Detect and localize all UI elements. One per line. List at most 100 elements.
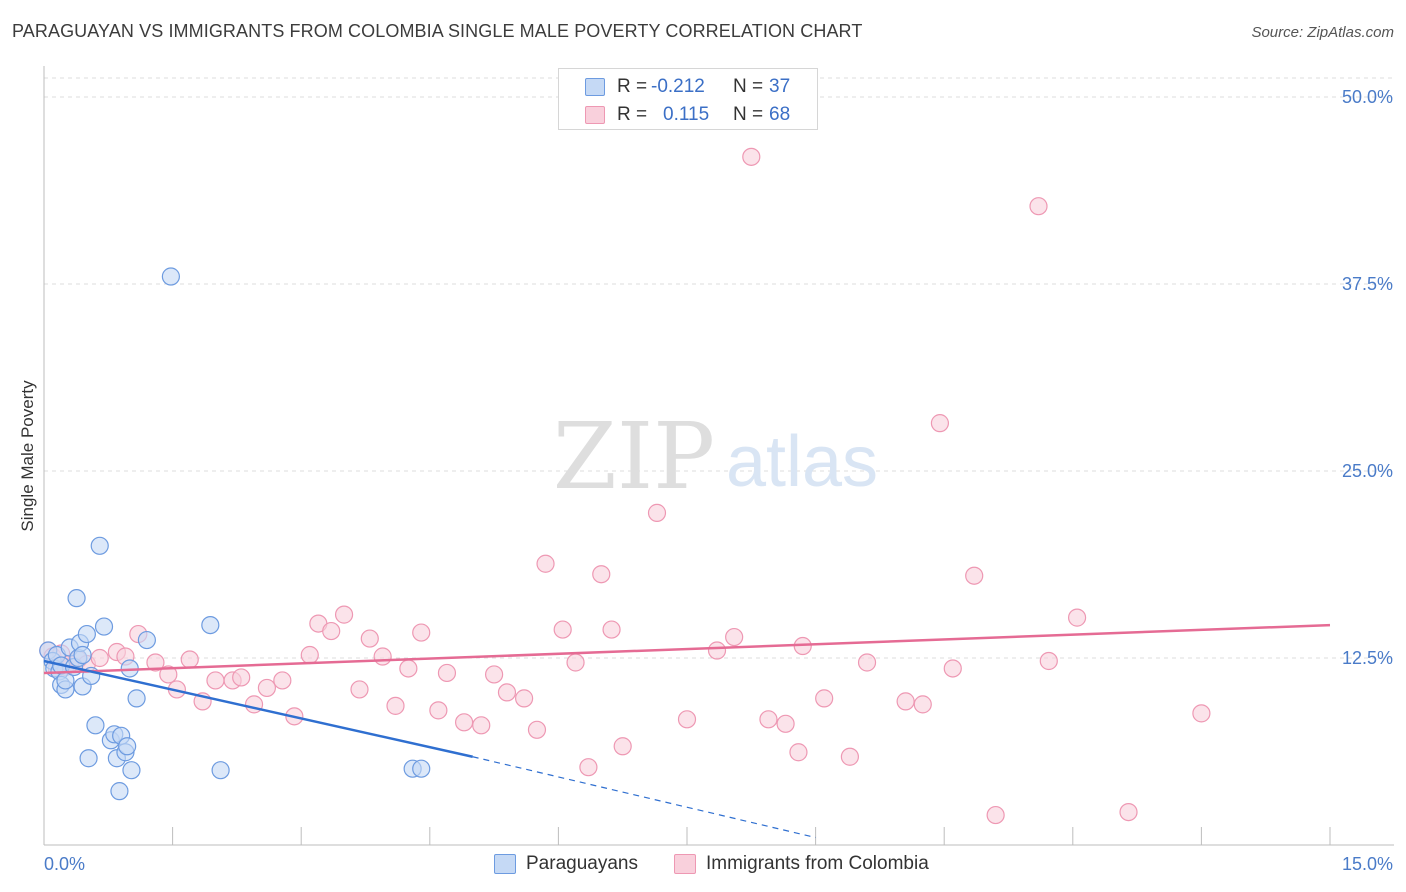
colombia-point: [300, 645, 319, 665]
y-tick-label: 12.5%: [1342, 648, 1393, 668]
paraguayans-point: [110, 782, 129, 801]
n-value: 37: [769, 76, 791, 97]
colombia-point: [913, 695, 932, 714]
colombia-point: [454, 713, 474, 732]
paraguayans-point: [86, 716, 105, 735]
colombia-swatch: [585, 106, 605, 124]
colombia-point: [180, 650, 199, 669]
tick-labels: 12.5% 25.0% 37.5% 50.0% 0.0% 15.0%: [44, 87, 1393, 874]
colombia-point: [497, 683, 517, 702]
stats-legend: R = -0.212 N = 37 R = 0.115 N = 68: [558, 68, 818, 130]
trend-lines: [43, 623, 1331, 839]
colombia-point: [322, 621, 341, 641]
colombia-point: [613, 737, 632, 756]
colombia-legend-swatch: [674, 854, 696, 874]
colombia-point: [527, 720, 547, 739]
colombia-point: [399, 659, 418, 678]
colombia-point: [857, 653, 877, 672]
colombia-point: [986, 805, 1005, 825]
colombia-point: [273, 671, 292, 690]
colombia-point: [930, 414, 950, 433]
r-label: R =: [617, 104, 648, 125]
colombia-point: [232, 668, 251, 687]
paraguayans-point: [77, 624, 96, 644]
axes: [43, 66, 1394, 846]
colombia-point: [90, 648, 109, 668]
series-paraguayans-points: [39, 267, 431, 801]
colombia-point: [1119, 802, 1138, 822]
n-label: N =: [733, 76, 764, 97]
paraguayans-point: [90, 536, 109, 555]
chart-title: PARAGUAYAN VS IMMIGRANTS FROM COLOMBIA S…: [12, 21, 863, 41]
paraguayans-point: [67, 589, 86, 608]
stats-row-paraguayans: R = -0.212 N = 37: [559, 73, 817, 101]
paraguayans-point: [94, 617, 114, 636]
paraguayans-point: [161, 267, 180, 286]
paraguayans-point: [201, 615, 220, 635]
colombia-point: [159, 665, 178, 684]
colombia-point: [647, 503, 667, 522]
colombia-point: [386, 696, 405, 715]
colombia-point: [759, 710, 778, 729]
colombia-point: [579, 758, 598, 777]
colombia-point: [840, 747, 859, 766]
colombia-point: [412, 623, 431, 642]
r-label: R =: [617, 76, 648, 97]
y-tick-label: 37.5%: [1342, 274, 1393, 294]
colombia-point: [566, 653, 585, 672]
colombia-point: [965, 566, 984, 585]
paraguayans-point: [122, 761, 141, 780]
colombia-point: [472, 716, 491, 735]
r-value: 0.115: [663, 104, 710, 125]
colombia-point: [515, 689, 534, 708]
legend-label: Paraguayans: [526, 853, 638, 874]
colombia-point: [350, 680, 369, 699]
colombia-point: [1039, 651, 1058, 671]
colombia-point: [536, 554, 555, 573]
paraguayans-trend-line: [43, 659, 473, 758]
colombia-point: [553, 620, 572, 639]
colombia-point: [373, 647, 392, 666]
colombia-point: [485, 665, 504, 684]
colombia-point: [742, 147, 761, 166]
source-label: Source: ZipAtlas.com: [1251, 24, 1394, 41]
colombia-point: [146, 653, 165, 672]
colombia-point: [206, 671, 225, 690]
gridlines: [44, 77, 1394, 659]
colombia-point: [429, 701, 448, 720]
watermark-atlas: atlas: [726, 422, 878, 502]
paraguayans-point: [79, 749, 98, 768]
y-tick-label: 50.0%: [1342, 87, 1393, 107]
colombia-point: [1029, 197, 1048, 216]
series-legend: Paraguayans Immigrants from Colombia: [0, 851, 1406, 879]
stats-row-colombia: R = 0.115 N = 68: [559, 101, 817, 129]
n-value: 68: [769, 104, 791, 125]
colombia-point: [334, 605, 354, 624]
paraguayans-point: [137, 630, 156, 650]
x-tick-label-min: 0.0%: [44, 854, 85, 874]
colombia-point: [602, 620, 621, 639]
paraguayans-point: [127, 689, 146, 708]
paraguayans-trend-extension: [472, 756, 816, 839]
r-value: -0.212: [651, 76, 705, 97]
colombia-point: [776, 714, 795, 733]
paraguayans-point: [118, 737, 137, 756]
colombia-point: [789, 743, 808, 762]
paraguayans-point: [73, 645, 92, 665]
colombia-point: [360, 629, 379, 648]
colombia-trend-line: [43, 623, 1331, 675]
colombia-point: [1192, 704, 1211, 723]
y-tick-label: 25.0%: [1342, 461, 1393, 481]
colombia-point: [896, 692, 915, 711]
colombia-point: [257, 678, 277, 698]
colombia-point: [437, 663, 457, 683]
watermark-zip: ZIP: [553, 403, 715, 510]
paraguayans-point: [412, 759, 431, 778]
colombia-point: [1067, 608, 1087, 627]
colombia-point: [707, 641, 727, 660]
colombia-point: [592, 565, 611, 584]
x-tick-label-max: 15.0%: [1342, 854, 1393, 874]
n-label: N =: [733, 104, 764, 125]
colombia-point: [943, 659, 962, 678]
